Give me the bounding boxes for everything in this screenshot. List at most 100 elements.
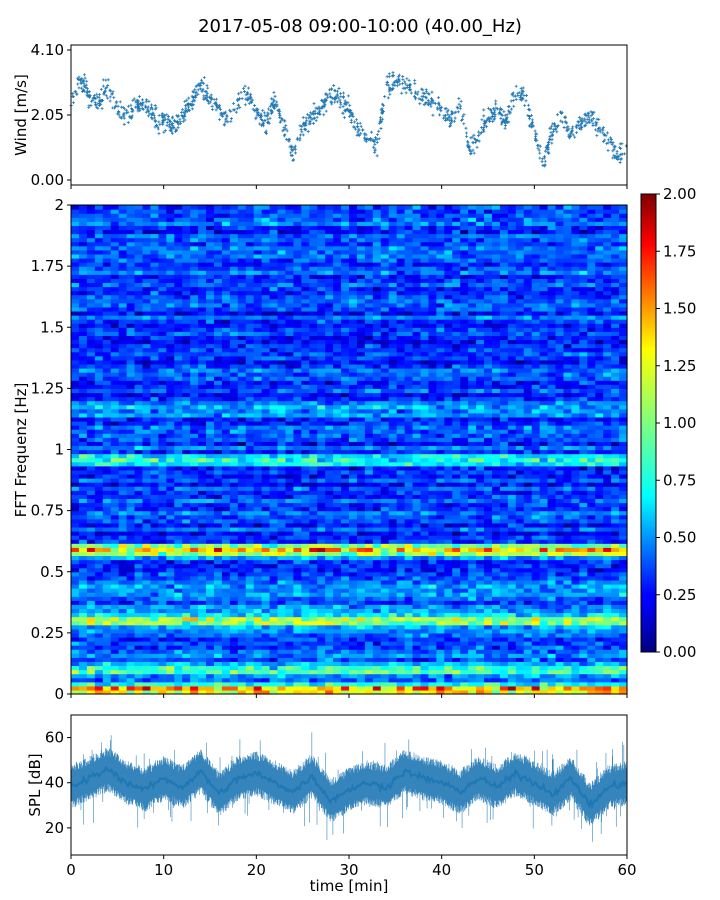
spectrogram-cell	[293, 616, 302, 622]
spectrogram-cell	[436, 588, 445, 593]
spectrogram-cell	[206, 620, 215, 626]
spectrogram-cell	[206, 669, 215, 675]
spectrogram-cell	[420, 498, 430, 504]
spectrogram-cell	[182, 567, 191, 573]
spectrogram-cell	[261, 506, 271, 512]
spectrogram-cell	[571, 583, 580, 589]
spectrogram-cell	[476, 649, 485, 654]
wind-point	[95, 95, 99, 99]
spectrogram-cell	[317, 673, 326, 679]
spectrogram-cell	[261, 551, 271, 557]
spectrogram-cell	[198, 563, 207, 569]
spectrogram-cell	[563, 596, 572, 601]
spectrogram-cell	[587, 681, 596, 687]
spectrogram-cell	[364, 514, 374, 520]
spectrogram-cell	[78, 657, 88, 662]
spectrogram-cell	[142, 478, 152, 483]
spectrogram-cell	[555, 514, 565, 520]
spectrogram-cell	[213, 579, 223, 585]
wind-point	[601, 131, 605, 135]
spectrogram-cell	[587, 645, 596, 650]
spectrogram-cell	[404, 681, 414, 687]
wind-point	[106, 96, 110, 100]
wind-point	[438, 103, 442, 107]
spectrogram-cell	[531, 588, 541, 593]
spectrogram-cell	[404, 494, 414, 499]
wind-point	[338, 105, 342, 109]
spectrogram-cell	[182, 612, 191, 618]
spectrogram-cell	[539, 579, 549, 585]
spectrogram-cell	[364, 657, 374, 662]
spectrogram-cell	[285, 514, 294, 520]
spectrogram-cell	[547, 604, 557, 610]
wind-points	[69, 70, 628, 168]
spectrogram-cell	[468, 510, 477, 516]
spectrogram-cell	[253, 612, 263, 618]
spectrogram-cell	[245, 661, 255, 667]
spectrogram-cell	[102, 596, 112, 601]
spectrogram-cell	[404, 575, 414, 581]
spectrogram-cell	[555, 506, 565, 512]
spectrogram-cell	[166, 494, 175, 499]
spectrogram-cell	[102, 673, 112, 679]
spectrogram-cell	[237, 531, 247, 536]
spectrogram-cell	[603, 669, 612, 675]
spectrogram-cell	[595, 494, 604, 499]
spectrogram-cell	[531, 575, 541, 581]
spectrogram-cell	[94, 539, 104, 544]
spectrogram-cell	[356, 649, 366, 654]
spectrogram-cell	[555, 669, 565, 675]
spectrogram-cell	[491, 685, 501, 691]
spectrogram-cell	[579, 657, 588, 662]
spectrogram-cell	[412, 535, 422, 540]
spectrogram-cell	[460, 539, 469, 544]
spectrogram-cell	[237, 620, 247, 626]
spectrogram-cell	[531, 616, 541, 622]
spectrogram-cell	[523, 645, 533, 650]
spectrogram-cell	[110, 555, 120, 561]
spectrogram-cell	[547, 535, 557, 540]
spectrogram-cell	[619, 620, 628, 626]
spectrogram-cell	[436, 649, 445, 654]
spectrogram-cell	[476, 620, 485, 626]
spectrogram-cell	[245, 669, 255, 675]
spectrogram-cell	[356, 531, 366, 536]
spectrogram-cell	[412, 510, 422, 516]
spectrogram-cell	[102, 661, 112, 667]
wind-point	[526, 103, 530, 107]
spectrogram-cell	[372, 645, 382, 650]
spectrogram-cell	[356, 498, 366, 504]
spectrogram-cell	[213, 636, 223, 642]
spectrogram-cell	[213, 608, 223, 614]
spectrogram-cell	[317, 490, 326, 495]
spectrogram-cell	[603, 498, 612, 504]
spectrogram-cell	[484, 539, 493, 544]
wind-point	[509, 99, 513, 103]
spectrogram-cell	[333, 636, 342, 642]
spectrogram-cell	[198, 604, 207, 610]
spectrogram-cell	[142, 669, 152, 675]
spectrogram-cell	[118, 588, 128, 593]
spectrogram-cell	[595, 608, 604, 614]
spectrogram-cell	[325, 486, 334, 491]
spectrogram-cell	[341, 571, 350, 577]
spectrogram-cell	[94, 645, 104, 650]
spectrogram-cell	[349, 486, 358, 491]
spectrogram-cell	[118, 604, 128, 610]
wind-point	[111, 90, 115, 94]
spectrogram-cell	[436, 600, 445, 605]
spectrogram-cell	[444, 514, 453, 520]
spectrogram-cell	[206, 681, 215, 687]
spectrogram-cell	[388, 506, 398, 512]
spectrogram-cell	[78, 649, 88, 654]
spectrogram-cell	[174, 502, 183, 508]
wind-point	[607, 138, 611, 142]
spectrogram-cell	[468, 669, 477, 675]
spectrogram-cell	[380, 502, 390, 508]
spectrogram-cell	[491, 600, 501, 605]
spectrogram-cell	[452, 526, 461, 532]
spectrogram-cell	[420, 539, 430, 544]
spectrogram-cell	[269, 685, 279, 691]
spectrogram-cell	[444, 543, 453, 548]
spectrogram-cell	[206, 673, 215, 679]
